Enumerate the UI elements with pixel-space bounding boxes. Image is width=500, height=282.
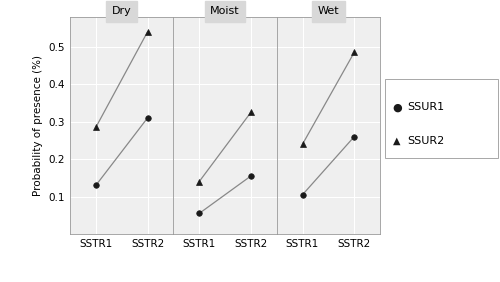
Text: SSUR2: SSUR2 [408, 136, 445, 146]
Title: Dry: Dry [112, 6, 132, 16]
Text: SSUR1: SSUR1 [408, 102, 445, 112]
Title: Moist: Moist [210, 6, 240, 16]
Y-axis label: Probability of presence (%): Probability of presence (%) [33, 55, 43, 196]
Text: ▲: ▲ [392, 136, 400, 146]
Text: ●: ● [392, 102, 402, 112]
Title: Wet: Wet [318, 6, 339, 16]
